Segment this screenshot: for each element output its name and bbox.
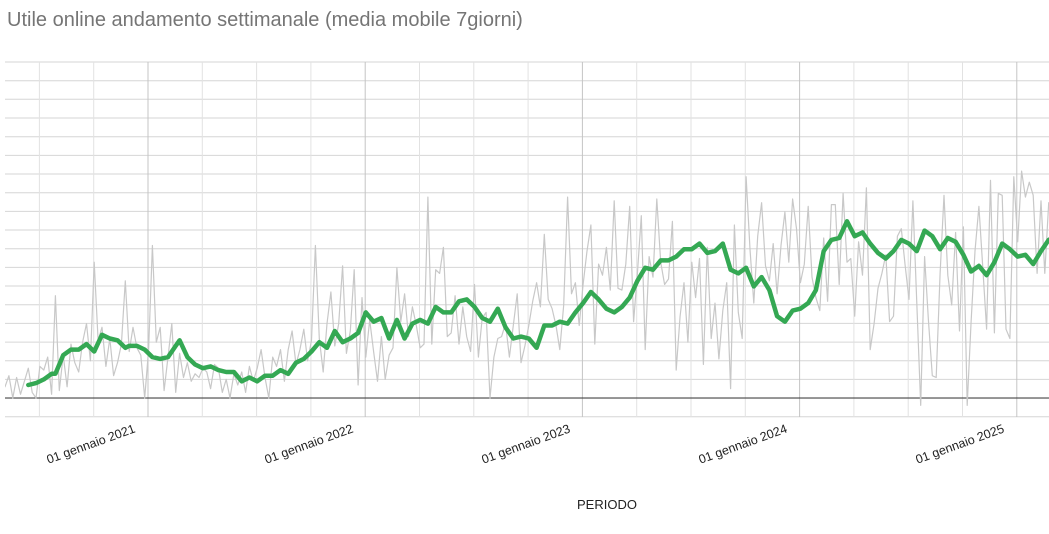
weekly-values-line bbox=[5, 170, 1049, 406]
x-tick-label: 01 gennaio 2022 bbox=[263, 422, 355, 467]
x-tick-label: 01 gennaio 2025 bbox=[914, 422, 1006, 467]
x-tick-label: 01 gennaio 2023 bbox=[480, 422, 572, 467]
moving-average-line bbox=[26, 219, 1049, 388]
series-layer bbox=[5, 170, 1049, 406]
x-tick-label: 01 gennaio 2021 bbox=[45, 422, 137, 467]
x-tick-label: 01 gennaio 2024 bbox=[697, 422, 789, 467]
grid bbox=[5, 61, 1049, 418]
chart-title: Utile online andamento settimanale (medi… bbox=[7, 9, 523, 31]
x-axis-label: PERIODO bbox=[577, 497, 637, 512]
x-tick-labels: 01 gennaio 2021 01 gennaio 2022 01 gennaio… bbox=[45, 422, 1006, 467]
